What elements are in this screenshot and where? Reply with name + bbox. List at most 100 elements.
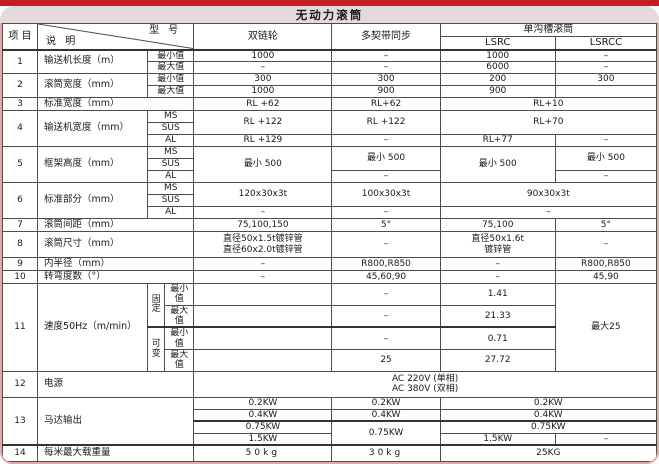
table-row: 2 滚筒宽度（mm） 最小值 300 300 200 300 bbox=[2, 73, 657, 98]
value-cell: 0.75KW bbox=[439, 420, 657, 434]
header-lsrcc: LSRCC bbox=[554, 36, 657, 50]
sub-label-cell: MS bbox=[147, 110, 195, 123]
table-row: AL – – bbox=[3, 170, 657, 183]
table-row: 6 标准部分（mm） MS 120x30x3t 100x30x3t 90x30x… bbox=[2, 182, 657, 219]
row-number-cell: 7 bbox=[2, 218, 39, 232]
value-cell: 25 bbox=[331, 349, 441, 372]
value-cell: 0.2KW bbox=[193, 396, 333, 410]
value-cell: 120x30x3t bbox=[193, 182, 333, 207]
value-cell: – bbox=[554, 134, 657, 147]
row-number-cell: 14 bbox=[2, 444, 39, 462]
sub-label-cell: 固定 bbox=[147, 283, 166, 328]
page-title: 无动力滚筒 bbox=[295, 7, 364, 22]
value-cell: 1.41 bbox=[439, 283, 556, 306]
value-cell: RL+77 bbox=[439, 134, 556, 147]
value-cell: – bbox=[331, 283, 441, 306]
row-number-cell: 9 bbox=[2, 257, 39, 271]
row-number-cell: 12 bbox=[2, 370, 39, 398]
value-cell: 30kg bbox=[331, 444, 441, 462]
value-cell: – bbox=[439, 270, 556, 284]
table-row: 8 滚筒尺寸（mm） 直径50x1.5t镀锌管 直径60x2.0t镀锌管 – 直… bbox=[2, 231, 657, 258]
table-row: 12 电源 AC 220V (单相) AC 380V (双相) bbox=[2, 370, 657, 398]
row-number-cell: 13 bbox=[2, 396, 39, 446]
value-cell: 0.71 bbox=[439, 326, 556, 351]
sub-label-cell: AL bbox=[147, 134, 195, 147]
row-label-cell: 输送机长度（m） bbox=[37, 48, 149, 74]
value-cell: 200 bbox=[439, 73, 556, 86]
table-row: 9 内半径（mm） – R800,R850 – R800,R850 bbox=[2, 257, 657, 271]
row-number-cell: 2 bbox=[2, 73, 39, 98]
value-cell: – bbox=[554, 61, 657, 74]
table-row: 3 标准宽度（mm） RL +62 RL+62 RL+10 bbox=[2, 97, 657, 111]
row-number-cell: 3 bbox=[2, 97, 39, 111]
header-lsrc: LSRC bbox=[439, 36, 556, 50]
value-cell bbox=[193, 304, 333, 328]
table-row: 可变 最小值 – 0.71 bbox=[3, 326, 657, 372]
table-row: AL RL +129 – RL+77 – bbox=[3, 134, 657, 147]
sub-label-cell: SUS bbox=[147, 158, 195, 171]
value-cell: 最小 500 bbox=[331, 146, 441, 171]
value-cell: – bbox=[554, 231, 657, 258]
sub-label-cell: 可变 bbox=[147, 326, 166, 372]
value-cell: – bbox=[331, 170, 441, 183]
row-number-cell: 4 bbox=[2, 110, 39, 147]
row-label-cell: 马达输出 bbox=[37, 396, 195, 446]
value-cell: 75,100,150 bbox=[193, 218, 333, 232]
value-cell: RL +122 bbox=[193, 110, 333, 135]
value-cell: – bbox=[331, 326, 441, 351]
header-model-label: 型 号 bbox=[149, 25, 182, 36]
value-cell: – bbox=[331, 304, 441, 328]
value-cell: – bbox=[554, 170, 657, 183]
value-cell: 0.4KW bbox=[331, 408, 441, 422]
header-multi-vbelt: 多契带同步 bbox=[331, 23, 441, 50]
table-row: 5 框架高度（mm） MS 最小 500 最小 500 最小 500 最小 50… bbox=[2, 146, 657, 183]
value-cell: 25KG bbox=[439, 444, 657, 462]
table-row: 13 马达输出 0.2KW 0.2KW 0.2KW bbox=[2, 396, 657, 446]
value-cell: – bbox=[554, 432, 657, 446]
header-corner-cell: 说 明 型 号 bbox=[37, 23, 195, 50]
value-cell: 45,90 bbox=[554, 270, 657, 284]
value-cell: 90x30x3t bbox=[439, 182, 657, 207]
value-cell: 27.72 bbox=[439, 349, 556, 372]
row-label-cell: 每米最大载重量 bbox=[37, 444, 195, 462]
value-cell: 100x30x3t bbox=[331, 182, 441, 207]
value-cell: 1.5KW bbox=[193, 432, 333, 446]
table-row: 最大值 – 21.33 bbox=[3, 304, 657, 328]
table-row: 最大值 – – 6000 – bbox=[3, 61, 657, 74]
value-cell: – bbox=[439, 257, 556, 271]
value-cell: RL+62 bbox=[331, 97, 441, 111]
value-cell: – bbox=[193, 61, 333, 74]
table-row: 4 输送机宽度（mm） MS RL +122 RL +122 RL+70 bbox=[2, 110, 657, 147]
row-label-cell: 内半径（mm） bbox=[37, 257, 195, 271]
value-cell: 直径50x1.5t镀锌管 直径60x2.0t镀锌管 bbox=[193, 231, 333, 258]
value-cell: 最小 500 bbox=[554, 146, 657, 171]
row-label-cell: 框架高度（mm） bbox=[37, 146, 149, 183]
sub-label-cell: 最大值 bbox=[164, 349, 195, 372]
value-cell: 300 bbox=[554, 73, 657, 86]
row-number-cell: 5 bbox=[2, 146, 39, 183]
value-cell: – bbox=[331, 48, 441, 62]
top-red-bar bbox=[0, 0, 659, 6]
value-cell: 5° bbox=[331, 218, 441, 232]
value-cell: RL +122 bbox=[331, 110, 441, 135]
header-desc-label: 说 明 bbox=[46, 36, 79, 47]
sub-label-cell: 最小值 bbox=[147, 48, 195, 62]
row-number-cell: 10 bbox=[2, 270, 39, 284]
value-cell: 1000 bbox=[193, 48, 333, 62]
value-cell: – bbox=[193, 257, 333, 271]
sub-label-cell: 最大值 bbox=[147, 85, 195, 98]
value-cell: 1000 bbox=[193, 85, 333, 98]
header-single-groove: 单沟槽滚筒 bbox=[439, 23, 657, 37]
table-header-row: 项 目 说 明 型 号 双链轮 多契带同步 单沟槽滚筒 bbox=[2, 23, 657, 50]
diagonal-line bbox=[38, 24, 193, 49]
value-cell: 75,100 bbox=[439, 218, 556, 232]
table-row: AL – – – bbox=[3, 206, 657, 219]
row-label-cell: 滚筒间距（mm） bbox=[37, 218, 195, 232]
value-cell: 45,60,90 bbox=[331, 270, 441, 284]
value-cell: – bbox=[331, 206, 441, 219]
row-label-cell: 滚筒尺寸（mm） bbox=[37, 231, 195, 258]
value-cell: 0.4KW bbox=[439, 408, 657, 422]
sub-label-cell: 最小值 bbox=[147, 73, 195, 86]
table-row: 最大值 25 27.72 bbox=[3, 349, 657, 372]
